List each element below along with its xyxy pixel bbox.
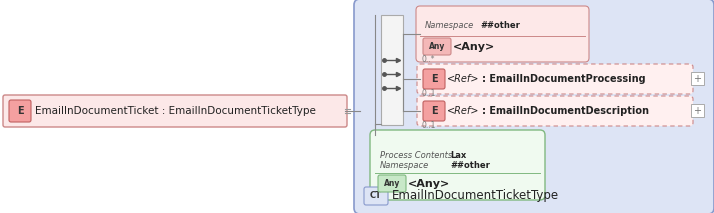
Bar: [691, 72, 704, 85]
Text: Process Contents: Process Contents: [380, 151, 452, 160]
FancyBboxPatch shape: [370, 130, 545, 200]
FancyBboxPatch shape: [423, 101, 445, 121]
Text: <Any>: <Any>: [453, 42, 496, 52]
Text: Namespace: Namespace: [425, 22, 474, 30]
Text: 0..1: 0..1: [422, 121, 436, 130]
FancyBboxPatch shape: [364, 187, 388, 205]
Text: : EmailInDocumentDescription: : EmailInDocumentDescription: [482, 106, 649, 116]
FancyBboxPatch shape: [417, 64, 693, 94]
Text: Any: Any: [429, 42, 446, 51]
Text: Namespace: Namespace: [380, 161, 429, 170]
Text: E: E: [431, 74, 437, 84]
FancyBboxPatch shape: [423, 38, 451, 55]
Text: 0..*: 0..*: [422, 56, 436, 65]
FancyBboxPatch shape: [417, 96, 693, 126]
Text: ##other: ##other: [480, 22, 520, 30]
FancyBboxPatch shape: [9, 100, 31, 122]
Text: CT: CT: [370, 191, 382, 200]
FancyBboxPatch shape: [3, 95, 347, 127]
Text: Any: Any: [384, 179, 400, 188]
Text: 0..1: 0..1: [422, 88, 436, 98]
Text: E: E: [16, 106, 24, 116]
Text: <Ref>: <Ref>: [447, 74, 479, 84]
Text: EmailInDocumentTicketType: EmailInDocumentTicketType: [392, 190, 559, 203]
FancyBboxPatch shape: [378, 175, 406, 192]
Text: ##other: ##other: [450, 161, 490, 170]
Text: Lax: Lax: [450, 151, 466, 160]
Text: E: E: [431, 106, 437, 116]
Text: +: +: [693, 74, 701, 84]
Text: +: +: [693, 106, 701, 116]
Bar: [691, 104, 704, 117]
Bar: [381, 15, 403, 125]
Text: <Ref>: <Ref>: [447, 106, 479, 116]
Text: : EmailInDocumentProcessing: : EmailInDocumentProcessing: [482, 74, 645, 84]
FancyBboxPatch shape: [416, 6, 589, 62]
FancyBboxPatch shape: [423, 69, 445, 89]
Text: <Any>: <Any>: [408, 179, 451, 189]
FancyBboxPatch shape: [354, 0, 714, 213]
Text: EmailInDocumentTicket : EmailInDocumentTicketType: EmailInDocumentTicket : EmailInDocumentT…: [35, 106, 316, 116]
